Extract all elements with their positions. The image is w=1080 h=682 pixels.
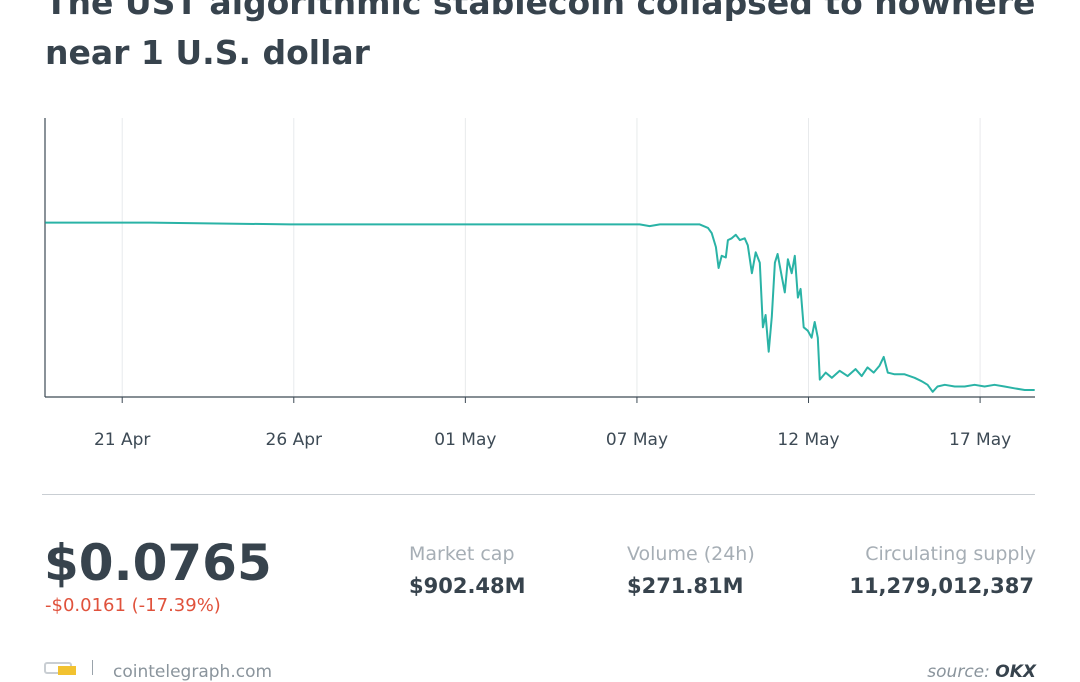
stat-value: 11,279,012,387 [849,574,1034,598]
footer-source: source: OKX [927,662,1036,682]
price-change: -$0.0161 (-17.39%) [45,595,221,616]
divider [42,494,1035,495]
x-tick-label: 12 May [777,430,839,450]
chart-title: The UST algorithmic stablecoin collapsed… [45,0,1036,72]
footer-site: cointelegraph.com [113,662,273,682]
x-tick-label: 26 Apr [266,430,322,450]
stat-value: $902.48M [409,574,526,598]
price: $0.0765 [44,534,272,592]
chart: 21 Apr 26 Apr 01 May 07 May 12 May 17 May [44,118,1035,450]
footer-separator [92,660,93,675]
logo [44,662,76,675]
stat-label: Circulating supply [865,543,1036,565]
stat-label: Market cap [409,543,515,565]
x-tick-label: 17 May [949,430,1011,450]
price-line [45,221,1035,393]
source-name: OKX [995,662,1036,682]
stat-value: $271.81M [627,574,744,598]
stat-label: Volume (24h) [627,543,755,565]
x-tick-label: 07 May [606,430,668,450]
x-tick-label: 21 Apr [94,430,150,450]
x-tick-label: 01 May [434,430,496,450]
source-label: source: [927,662,990,682]
